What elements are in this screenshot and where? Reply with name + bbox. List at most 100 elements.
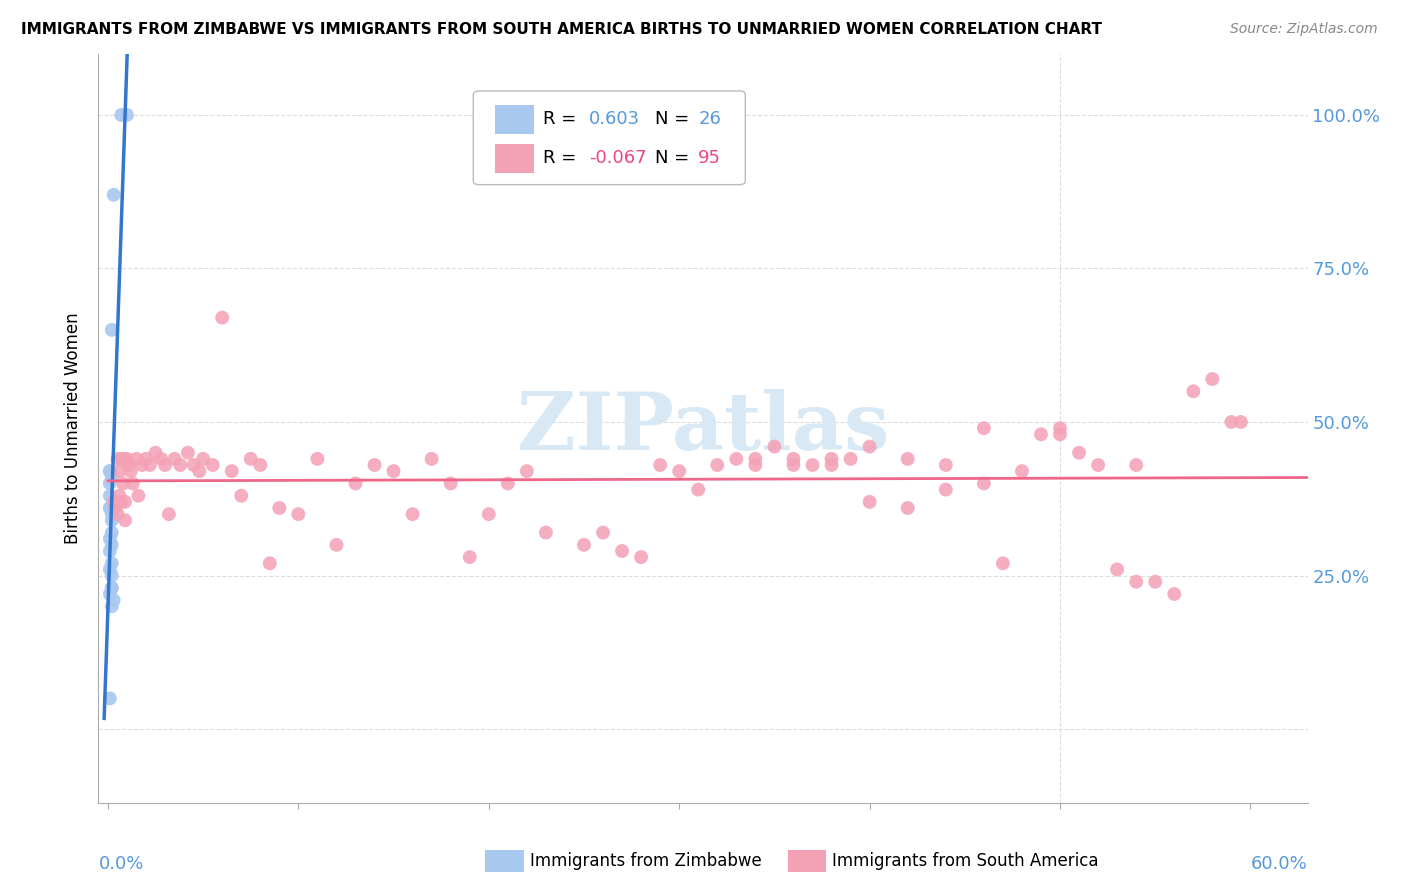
Point [108,489,131,503]
Point [169,458,191,472]
Point [1107,562,1129,576]
Point [188,464,211,478]
Text: 60.0%: 60.0% [1251,855,1308,873]
Point [650,458,672,472]
Point [98,587,121,601]
Point [103,495,125,509]
Point [859,440,882,454]
Point [163,451,186,466]
Point [201,458,224,472]
Text: Source: ZipAtlas.com: Source: ZipAtlas.com [1230,22,1378,37]
Point [440,476,463,491]
Point [269,501,291,516]
Point [592,525,614,540]
Point [1125,458,1147,472]
Point [114,513,136,527]
Point [177,446,200,460]
Point [127,489,149,503]
Point [150,451,173,466]
Text: 26: 26 [699,111,721,128]
Point [782,451,804,466]
Point [114,495,136,509]
Text: N =: N = [655,111,695,128]
Text: Immigrants from South America: Immigrants from South America [832,852,1099,871]
Point [820,451,842,466]
Point [100,581,122,595]
Point [100,599,122,614]
Point [131,458,153,472]
Point [1011,464,1033,478]
Point [935,458,957,472]
Point [110,451,132,466]
Point [820,458,842,472]
Point [610,544,633,558]
Point [706,458,728,472]
Point [763,440,786,454]
Point [259,556,281,570]
Point [630,550,652,565]
Point [1125,574,1147,589]
Point [839,451,862,466]
Point [115,108,138,122]
Point [98,501,121,516]
Point [897,451,920,466]
Point [1163,587,1185,601]
Point [935,483,957,497]
Point [110,108,132,122]
Point [153,458,176,472]
Point [191,451,214,466]
Point [221,464,243,478]
Point [363,458,385,472]
Point [1029,427,1052,442]
Point [287,507,309,521]
Point [120,464,142,478]
Point [98,476,121,491]
Point [688,483,710,497]
FancyBboxPatch shape [495,145,534,173]
Text: ZIPatlas: ZIPatlas [517,389,889,467]
Point [100,507,122,521]
Point [112,451,135,466]
Point [1182,384,1205,399]
Text: Immigrants from Zimbabwe: Immigrants from Zimbabwe [530,852,762,871]
Point [973,421,995,435]
Point [100,538,122,552]
Point [98,489,121,503]
Point [991,556,1014,570]
FancyBboxPatch shape [787,850,827,872]
Point [516,464,538,478]
Point [668,464,690,478]
Point [859,495,882,509]
Point [1067,446,1090,460]
FancyBboxPatch shape [495,105,534,134]
Point [108,464,131,478]
Point [135,451,157,466]
Point [897,501,920,516]
Point [98,532,121,546]
Text: R =: R = [543,150,582,168]
FancyBboxPatch shape [474,91,745,185]
Point [107,451,129,466]
Point [103,593,125,607]
Point [1220,415,1243,429]
Point [973,476,995,491]
Point [744,451,766,466]
Point [325,538,347,552]
Point [100,581,122,595]
Point [112,476,135,491]
Point [231,489,253,503]
Text: N =: N = [655,150,695,168]
Point [100,323,122,337]
Point [107,507,129,521]
Point [139,458,162,472]
Point [496,476,519,491]
Point [307,451,329,466]
Point [98,501,121,516]
Point [249,458,271,472]
FancyBboxPatch shape [485,850,524,872]
Text: IMMIGRANTS FROM ZIMBABWE VS IMMIGRANTS FROM SOUTH AMERICA BIRTHS TO UNMARRIED WO: IMMIGRANTS FROM ZIMBABWE VS IMMIGRANTS F… [21,22,1102,37]
Point [1049,421,1071,435]
Text: R =: R = [543,111,582,128]
Point [100,525,122,540]
Point [125,451,148,466]
